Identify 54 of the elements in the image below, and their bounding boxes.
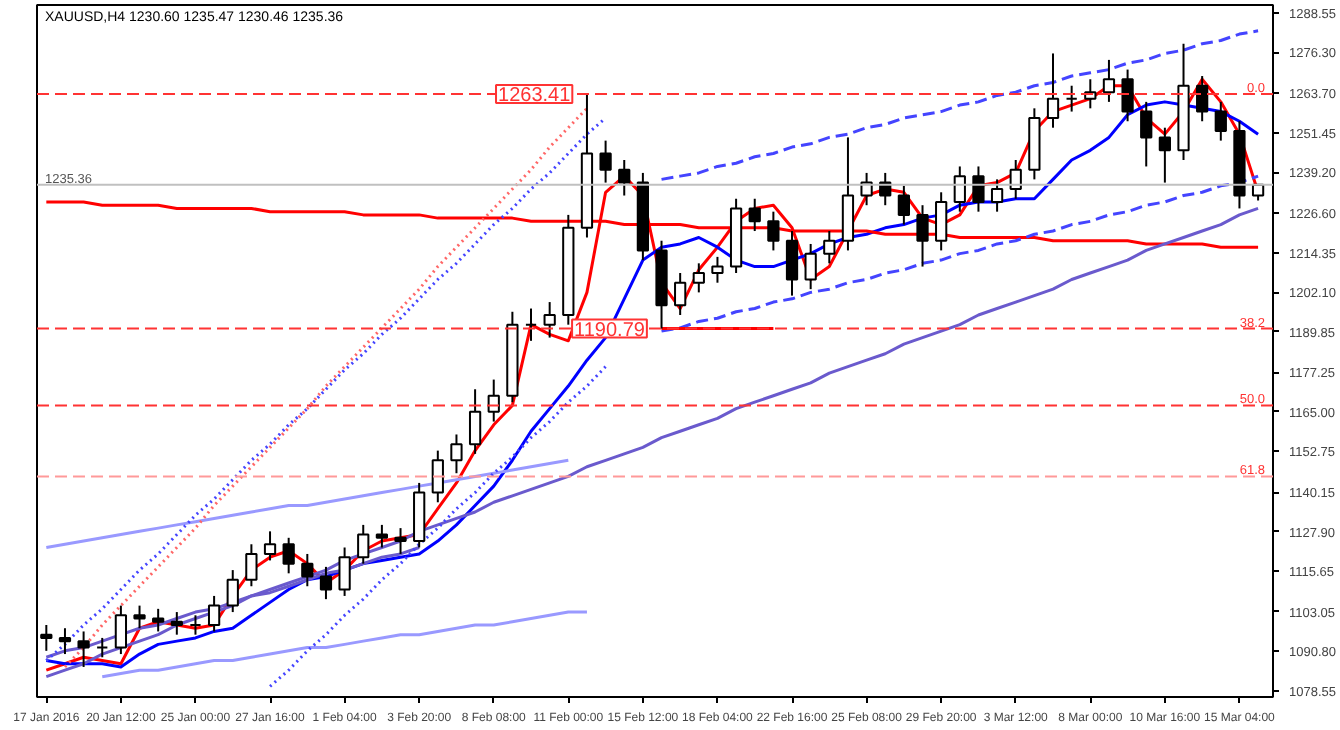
candlestick	[394, 527, 407, 555]
candlestick	[1121, 68, 1134, 123]
line-series	[44, 458, 570, 549]
candlestick	[841, 136, 855, 252]
candlestick	[450, 433, 463, 475]
candlestick	[953, 165, 966, 213]
candlestick	[1214, 100, 1227, 142]
candlestick	[692, 262, 705, 294]
candlestick	[599, 139, 612, 184]
candlestick	[785, 230, 799, 297]
candlestick	[618, 159, 631, 197]
candlestick	[58, 627, 72, 656]
candlestick	[170, 611, 183, 636]
candlestick	[1196, 75, 1209, 123]
candlestick	[301, 552, 314, 588]
candlestick	[319, 565, 333, 601]
candlestick	[767, 210, 780, 252]
candlestick	[897, 184, 910, 226]
annotation: 1190.79	[574, 319, 646, 342]
candlestick	[468, 388, 482, 455]
candlestick	[207, 594, 221, 633]
candlestick	[823, 230, 836, 265]
candlestick	[916, 204, 929, 268]
candlestick	[804, 242, 817, 291]
candlestick	[1065, 84, 1078, 113]
candlestick	[1140, 100, 1153, 168]
candlestick	[282, 536, 295, 575]
candlestick	[748, 197, 761, 233]
candlestick	[133, 604, 146, 630]
candlestick	[263, 530, 277, 562]
candlestick	[189, 614, 202, 636]
candlestick	[375, 523, 389, 549]
candlestick	[1102, 58, 1116, 103]
line-series	[100, 610, 589, 679]
annotation: 1263.41	[498, 85, 572, 108]
candlestick	[357, 523, 370, 565]
candlestick	[96, 636, 109, 659]
candlestick	[972, 165, 985, 213]
candlestick	[1158, 126, 1171, 184]
candlestick	[935, 191, 948, 252]
candlestick	[152, 607, 165, 633]
candlestick	[990, 178, 1004, 213]
candlestick	[226, 569, 239, 614]
candlestick	[431, 449, 444, 504]
candlestick	[711, 255, 724, 284]
candlestick	[1046, 52, 1060, 129]
candlestick	[77, 630, 90, 668]
candlestick	[543, 301, 556, 339]
candlestick	[114, 604, 128, 656]
candlestick	[674, 272, 687, 316]
line-series	[268, 365, 608, 688]
candlestick	[338, 546, 351, 597]
candlestick	[524, 307, 538, 342]
candlestick	[245, 543, 258, 588]
